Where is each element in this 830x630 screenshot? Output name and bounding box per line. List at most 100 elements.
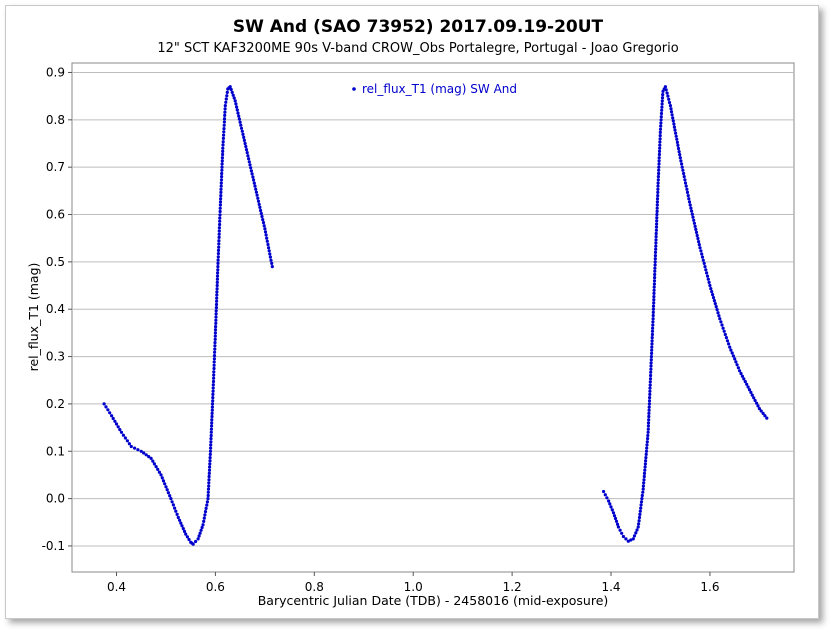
data-point (263, 230, 268, 234)
data-point (651, 320, 655, 324)
data-point (218, 206, 222, 210)
data-point (119, 430, 124, 434)
data-point (111, 416, 115, 421)
data-point (648, 383, 652, 387)
data-point (219, 178, 224, 182)
data-point (170, 500, 174, 504)
data-point (654, 235, 658, 239)
data-point (106, 408, 110, 412)
data-point (209, 443, 213, 447)
data-point (705, 274, 710, 278)
data-point (200, 525, 204, 530)
data-point (645, 440, 649, 444)
data-point (618, 528, 622, 532)
data-point (720, 323, 724, 327)
x-tick-label: 1.4 (601, 580, 620, 594)
data-point (208, 462, 212, 466)
data-point (652, 288, 656, 292)
data-point (219, 190, 223, 194)
data-point (654, 241, 658, 245)
data-point (214, 315, 218, 319)
data-point (657, 152, 662, 157)
data-point (680, 165, 684, 169)
data-point (761, 411, 765, 415)
data-point (209, 430, 213, 434)
data-point (694, 227, 698, 231)
data-point (612, 514, 617, 518)
data-point (213, 347, 217, 351)
data-point (207, 474, 211, 479)
data-point (266, 242, 270, 247)
data-point (213, 344, 217, 348)
data-point (209, 437, 213, 441)
data-point (264, 233, 268, 237)
data-point (223, 113, 227, 117)
data-point (613, 516, 618, 521)
data-point (194, 539, 198, 544)
x-tick-label: 0.4 (107, 580, 126, 594)
data-point (220, 156, 224, 160)
data-point (638, 509, 642, 513)
data-point (650, 339, 654, 343)
data-point (716, 311, 720, 315)
data-point (184, 532, 188, 536)
data-point (230, 90, 234, 94)
data-point (199, 528, 203, 532)
data-point (647, 408, 651, 412)
data-point (763, 414, 767, 418)
x-tick-label: 1.2 (503, 580, 522, 594)
data-point (709, 287, 713, 291)
data-point (220, 162, 224, 166)
data-point (679, 159, 683, 163)
data-point (231, 93, 235, 97)
data-point (695, 233, 699, 238)
data-point (207, 481, 211, 485)
data-point (656, 184, 660, 188)
data-point (634, 531, 638, 535)
data-point (171, 503, 175, 507)
data-point (631, 537, 635, 541)
data-point (223, 107, 227, 111)
data-point (205, 503, 209, 507)
data-point (244, 144, 248, 149)
data-point (648, 386, 652, 390)
data-point (225, 94, 229, 98)
data-point (653, 250, 658, 254)
data-point (211, 386, 215, 390)
data-point (655, 206, 659, 210)
data-point (658, 134, 662, 138)
data-point (650, 342, 654, 346)
data-point (721, 326, 725, 330)
data-point (647, 399, 652, 403)
data-point (656, 190, 660, 194)
data-point (213, 334, 217, 338)
data-point (672, 122, 676, 126)
data-point (728, 345, 732, 349)
data-point (653, 276, 657, 280)
data-point (218, 213, 222, 217)
data-point (658, 137, 662, 141)
data-point (620, 531, 624, 535)
data-point (116, 425, 120, 429)
data-point (127, 442, 131, 446)
data-point (214, 318, 218, 322)
data-point (655, 219, 659, 223)
data-point (142, 451, 146, 455)
data-point (646, 424, 651, 428)
data-point (209, 427, 213, 431)
data-point (245, 151, 249, 155)
data-point (765, 416, 769, 420)
data-point (232, 96, 236, 100)
data-point (218, 209, 222, 214)
data-point (711, 293, 715, 297)
data-point (219, 197, 223, 201)
data-point (738, 369, 742, 373)
data-point (632, 534, 637, 538)
data-point (646, 421, 651, 425)
data-point (185, 535, 189, 539)
data-point (205, 500, 209, 504)
data-point (657, 165, 661, 169)
data-point (206, 493, 210, 498)
data-point (221, 143, 225, 147)
data-point (191, 542, 195, 546)
